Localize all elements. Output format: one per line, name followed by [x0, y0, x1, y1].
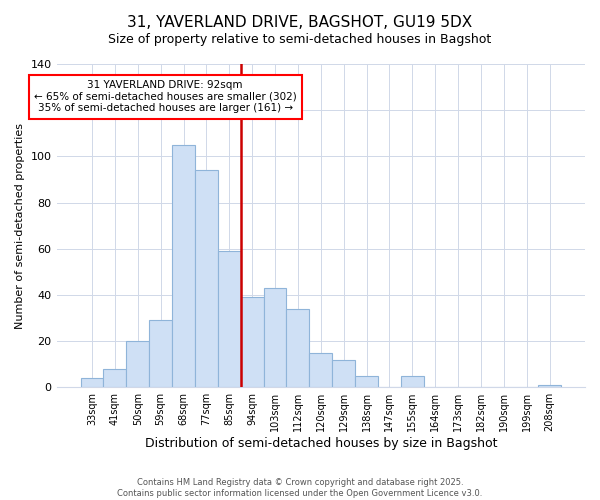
Bar: [332, 360, 355, 387]
Bar: [310, 352, 332, 387]
Bar: [218, 251, 241, 387]
Bar: [538, 385, 561, 387]
Bar: [401, 376, 424, 387]
X-axis label: Distribution of semi-detached houses by size in Bagshot: Distribution of semi-detached houses by …: [145, 437, 497, 450]
Bar: [355, 376, 378, 387]
Text: 31, YAVERLAND DRIVE, BAGSHOT, GU19 5DX: 31, YAVERLAND DRIVE, BAGSHOT, GU19 5DX: [127, 15, 473, 30]
Bar: [149, 320, 172, 387]
Bar: [195, 170, 218, 387]
Y-axis label: Number of semi-detached properties: Number of semi-detached properties: [15, 122, 25, 328]
Text: Size of property relative to semi-detached houses in Bagshot: Size of property relative to semi-detach…: [109, 32, 491, 46]
Bar: [127, 341, 149, 387]
Bar: [172, 145, 195, 387]
Bar: [286, 308, 310, 387]
Bar: [263, 288, 286, 387]
Bar: [80, 378, 103, 387]
Bar: [241, 297, 263, 387]
Text: 31 YAVERLAND DRIVE: 92sqm
← 65% of semi-detached houses are smaller (302)
35% of: 31 YAVERLAND DRIVE: 92sqm ← 65% of semi-…: [34, 80, 296, 114]
Bar: [103, 368, 127, 387]
Text: Contains HM Land Registry data © Crown copyright and database right 2025.
Contai: Contains HM Land Registry data © Crown c…: [118, 478, 482, 498]
